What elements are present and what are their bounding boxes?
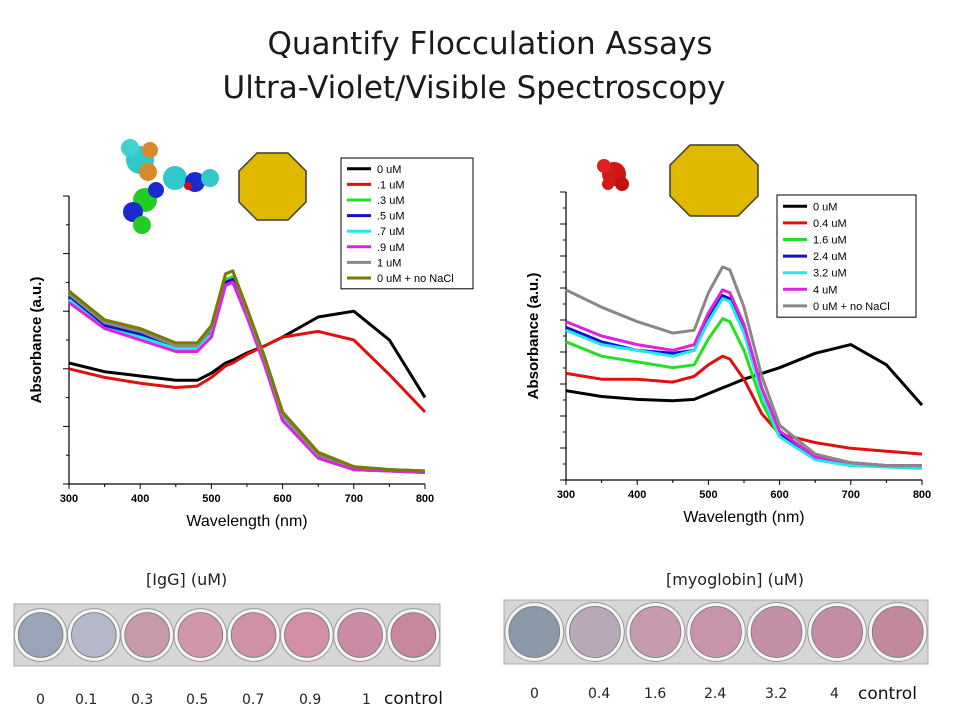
igg-series-line	[68, 309, 427, 399]
myo-series-line	[565, 354, 923, 456]
igg-concentration-label: 0.7	[242, 692, 265, 708]
myo-x-tick-label: 300	[557, 489, 575, 501]
myo-x-tick-label: 400	[628, 489, 646, 501]
myo-x-tick-label: 500	[699, 489, 717, 501]
igg-legend-entry: .1 uM	[377, 179, 405, 191]
gold-nanoparticle-octagon-right	[669, 144, 759, 217]
igg-concentration-label: 0.5	[186, 692, 209, 708]
igg-legend-entry: 0 uM + no NaCl	[377, 273, 454, 285]
myo-y-axis-label: Absorbance (a.u.)	[525, 273, 542, 400]
igg-legend-entry: 1 uM	[377, 257, 401, 269]
myo-concentration-label: 1.6	[644, 686, 667, 702]
igg-legend-box	[340, 157, 474, 290]
igg-series-line	[68, 329, 427, 414]
myo-legend-entry: 4 uM	[813, 284, 837, 296]
igg-x-tick-label: 500	[202, 493, 220, 505]
igg-concentration-label: 0	[36, 692, 45, 708]
myo-concentration-label: 4	[830, 686, 839, 702]
gold-nanoparticle-octagon-left	[238, 152, 307, 221]
myo-concentration-label: 2.4	[704, 686, 727, 702]
igg-x-tick-label: 400	[131, 493, 149, 505]
chart-igg: 300 400 500 600 700 800 Wavelength (nm) Absorba…	[28, 157, 474, 530]
igg-y-axis-label: Absorbance (a.u.)	[28, 277, 45, 404]
igg-concentration-label: 0.9	[299, 692, 322, 708]
myo-x-tick-label: 700	[842, 489, 860, 501]
igg-series-line	[68, 269, 426, 473]
igg-concentration-label: 0.1	[75, 692, 98, 708]
myo-legend-entry: 0 uM	[813, 201, 837, 213]
myo-concentration-label: 0	[530, 686, 539, 702]
igg-legend-entry: .3 uM	[377, 195, 405, 207]
myo-concentration-label: 0.4	[588, 686, 611, 702]
igg-legend-entry: 0 uM	[377, 164, 401, 176]
title-line-1: Quantify Flocculation Assays	[267, 26, 713, 62]
igg-x-tick-label: 700	[345, 493, 363, 505]
title-line-2: Ultra-Violet/Visible Spectroscopy	[222, 70, 726, 106]
myo-legend-entry: 2.4 uM	[813, 251, 847, 263]
igg-concentration-label: 0.3	[131, 692, 154, 708]
igg-series-line	[68, 269, 426, 473]
igg-x-tick-label: 600	[273, 493, 291, 505]
myo-x-tick-label: 600	[770, 489, 788, 501]
myo-legend-entry: 0 uM + no NaCl	[813, 301, 890, 313]
myo-series-line	[565, 343, 924, 407]
igg-legend-entry: .9 uM	[377, 242, 405, 254]
igg-antibody-image	[121, 139, 219, 234]
igg-x-tick-label: 800	[416, 493, 434, 505]
plate-label-myoglobin: [myoglobin] (uM)	[666, 570, 804, 589]
myo-legend-entry: 0.4 uM	[813, 218, 847, 230]
myoglobin-image	[597, 159, 629, 191]
myo-legend-entry: 1.6 uM	[813, 235, 847, 247]
igg-x-tick-label: 300	[60, 493, 78, 505]
igg-legend-entry: .5 uM	[377, 211, 405, 223]
myo-series-line	[565, 297, 923, 470]
myo-legend-entry: 3.2 uM	[813, 268, 847, 280]
myo-x-tick-label: 800	[913, 489, 931, 501]
control-label-myoglobin: control	[858, 684, 917, 704]
igg-legend-entry: .7 uM	[377, 226, 405, 238]
myo-x-axis-label: Wavelength (nm)	[683, 509, 804, 526]
chart-myoglobin: 300 400 500 600 700 800 Wavelength (nm) Absorba…	[525, 191, 931, 526]
control-label-igg: control	[384, 689, 443, 709]
myo-legend: 0 uM 0.4 uM 1.6 uM 2.4 uM 3.2 uM 4 uM 0 uM + n…	[776, 194, 917, 318]
myo-concentration-label: 3.2	[765, 686, 788, 702]
myo-series-line	[565, 265, 922, 468]
igg-legend: 0 uM .1 uM .3 uM .5 uM .7 uM .9 uM 1 uM 0 uM + …	[340, 157, 474, 290]
igg-concentration-label: 1	[362, 692, 371, 708]
plate-label-igg: [IgG] (uM)	[146, 570, 228, 589]
igg-series-line	[68, 280, 426, 474]
igg-x-axis-label: Wavelength (nm)	[186, 513, 307, 530]
